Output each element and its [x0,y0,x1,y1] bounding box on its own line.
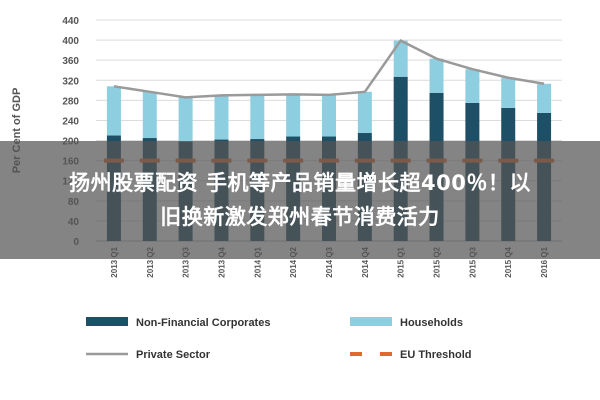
headline-line-2: 旧换新激发郑州春节消费活力 [160,205,440,229]
x-tick-label: 2014 Q3 [325,246,334,277]
bar-households [357,91,372,134]
x-tick-labels: 2013 Q1 2013 Q2 2013 Q3 2013 Q4 2014 Q1 2014 … [110,246,549,277]
x-tick-label: 2014 Q2 [289,246,298,277]
legend-swatch [86,317,128,326]
x-tick-label: 2014 Q1 [253,246,262,277]
x-tick-label: 2016 Q1 [540,246,549,277]
x-tick-label: 2015 Q1 [397,246,406,277]
legend-swatch [350,317,392,326]
x-tick-label: 2013 Q4 [217,246,226,277]
legend-label: Private Sector [136,349,211,361]
bar-households [501,77,516,108]
x-tick-label: 2015 Q2 [433,246,442,277]
x-tick-label: 2013 Q3 [182,246,191,277]
x-tick-label: 2015 Q4 [504,246,513,277]
bar-households [142,91,157,139]
x-tick-label: 2013 Q2 [146,246,155,277]
y-tick-label: 360 [62,56,79,67]
x-tick-label: 2013 Q1 [110,246,119,277]
bar-households [106,86,121,136]
x-tick-label: 2015 Q3 [468,246,477,277]
headline-overlay: 扬州股票配资 手机等产品销量增长超400％！以 旧换新激发郑州春节消费活力 [0,141,600,259]
y-tick-label: 280 [62,96,79,107]
private-sector-line [113,38,545,99]
private-sector-polyline [113,38,545,99]
legend-label: EU Threshold [400,349,472,361]
bar-households [286,94,301,137]
bar-households [429,58,444,93]
y-tick-label: 240 [62,116,79,127]
y-tick-label: 400 [62,36,79,47]
bar-households [250,94,265,140]
bar-households [393,40,408,77]
bar-households [465,69,480,103]
bar-households [322,94,336,137]
bar-households [537,83,552,113]
headline: 扬州股票配资 手机等产品销量增长超400％！以 旧换新激发郑州春节消费活力 [10,166,590,234]
x-tick-label: 2014 Q4 [361,246,370,277]
bar-households [178,97,193,142]
headline-line-1: 扬州股票配资 手机等产品销量增长超400％！以 [69,171,531,195]
legend-label: Households [400,317,463,329]
bar-households [214,95,229,140]
legend: Non-Financial Corporates Households Privat… [86,317,472,361]
y-tick-label: 320 [62,76,79,87]
y-tick-label: 440 [62,16,79,27]
legend-label: Non-Financial Corporates [136,317,270,329]
